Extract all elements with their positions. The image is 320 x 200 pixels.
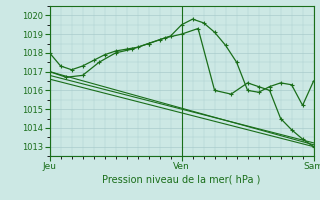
X-axis label: Pression niveau de la mer( hPa ): Pression niveau de la mer( hPa ) bbox=[102, 174, 261, 184]
